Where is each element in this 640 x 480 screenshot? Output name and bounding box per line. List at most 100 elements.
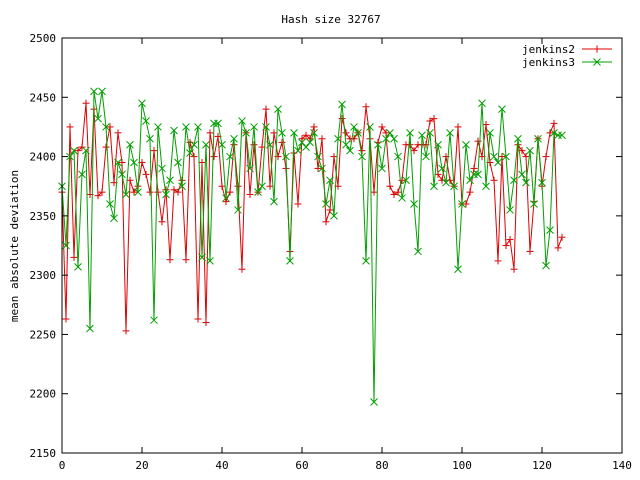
data-point-jenkins2 [118,159,126,166]
x-tick-label: 40 [215,459,228,472]
data-point-jenkins2 [542,153,550,161]
data-point-jenkins2 [102,143,110,151]
data-point-jenkins3 [510,176,518,185]
data-point-jenkins3 [90,87,98,96]
data-point-jenkins2 [434,170,442,178]
data-point-jenkins3 [258,182,266,191]
legend-marker-jenkins2 [593,45,601,53]
data-point-jenkins2 [322,218,330,226]
data-point-jenkins3 [306,138,314,147]
data-point-jenkins3 [246,164,254,173]
data-point-jenkins3 [410,200,418,208]
data-point-jenkins2 [462,200,470,208]
data-point-jenkins3 [274,105,282,113]
data-point-jenkins3 [158,164,166,173]
x-tick-label: 100 [452,459,472,472]
data-point-jenkins2 [62,315,70,323]
data-point-jenkins3 [326,176,334,185]
data-point-jenkins3 [74,262,82,271]
data-point-jenkins3 [270,197,278,206]
data-point-jenkins2 [114,129,122,137]
data-point-jenkins2 [198,159,206,166]
data-point-jenkins2 [546,129,554,137]
data-point-jenkins2 [454,123,462,131]
data-point-jenkins2 [310,123,318,131]
data-point-jenkins3 [150,316,158,325]
x-tick-label: 0 [59,459,66,472]
data-point-jenkins2 [122,327,130,335]
data-point-jenkins3 [362,257,370,265]
data-point-jenkins3 [534,134,542,143]
data-point-jenkins3 [382,134,390,143]
data-point-jenkins2 [66,123,74,131]
data-point-jenkins3 [454,265,462,274]
data-point-jenkins2 [526,247,534,255]
y-tick-label: 2150 [30,447,57,460]
data-point-jenkins3 [558,131,566,140]
data-point-jenkins3 [98,87,106,96]
data-point-jenkins3 [406,129,414,137]
data-point-jenkins2 [94,192,102,200]
data-point-jenkins3 [266,140,274,149]
data-point-jenkins3 [278,129,286,137]
data-point-jenkins2 [238,265,246,273]
data-point-jenkins3 [238,117,246,125]
x-tick-label: 120 [532,459,552,472]
data-point-jenkins3 [474,170,482,179]
series-line-jenkins2 [61,103,563,331]
data-point-jenkins3 [426,129,434,137]
data-point-jenkins3 [502,152,510,161]
y-tick-label: 2300 [30,269,57,282]
data-point-jenkins2 [470,164,478,172]
data-point-jenkins3 [370,398,378,406]
data-point-jenkins3 [230,134,238,143]
data-point-jenkins2 [362,103,370,111]
data-point-jenkins3 [526,146,534,155]
data-point-jenkins3 [494,158,502,167]
data-point-jenkins3 [86,324,94,333]
data-point-jenkins2 [502,242,510,249]
data-point-jenkins2 [74,147,82,155]
x-tick-label: 80 [375,459,388,472]
data-point-jenkins3 [162,190,170,199]
data-point-jenkins3 [330,212,338,220]
data-point-jenkins3 [422,152,430,161]
data-point-jenkins2 [342,129,350,137]
data-point-jenkins3 [114,158,122,167]
data-point-jenkins3 [486,129,494,137]
x-tick-label: 20 [135,459,148,472]
axes: 0 20 40 60 80 100 120 140 2150 2200 2250 2300 2350 24… [30,32,632,472]
data-point-jenkins2 [314,164,322,172]
data-point-jenkins3 [478,99,486,108]
data-point-jenkins3 [250,123,258,131]
y-tick-label: 2200 [30,388,57,401]
data-point-jenkins2 [446,176,454,184]
data-point-jenkins3 [118,170,126,179]
data-point-jenkins3 [310,129,318,137]
data-point-jenkins3 [290,129,298,137]
data-point-jenkins3 [178,182,186,191]
data-point-jenkins3 [110,214,118,223]
data-point-jenkins2 [218,182,226,190]
data-point-jenkins2 [406,141,414,149]
data-point-jenkins3 [442,178,450,187]
data-point-jenkins3 [530,200,538,208]
data-point-jenkins3 [194,123,202,131]
data-point-jenkins3 [514,134,522,143]
data-point-jenkins2 [490,176,498,184]
plot-area [58,87,566,406]
plot-frame [61,37,623,454]
data-point-jenkins3 [222,194,230,202]
data-point-jenkins3 [398,194,406,202]
data-point-jenkins3 [166,176,174,185]
data-point-jenkins2 [150,147,158,155]
legend-label-jenkins2: jenkins2 [522,43,575,56]
data-point-jenkins3 [214,119,222,128]
data-point-jenkins3 [490,152,498,161]
y-axis-label: mean absolute deviation [8,170,21,322]
data-point-jenkins2 [386,182,394,190]
data-point-jenkins3 [142,117,150,125]
data-point-jenkins3 [186,149,194,157]
data-point-jenkins3 [262,123,270,131]
x-tick-label: 60 [295,459,308,472]
